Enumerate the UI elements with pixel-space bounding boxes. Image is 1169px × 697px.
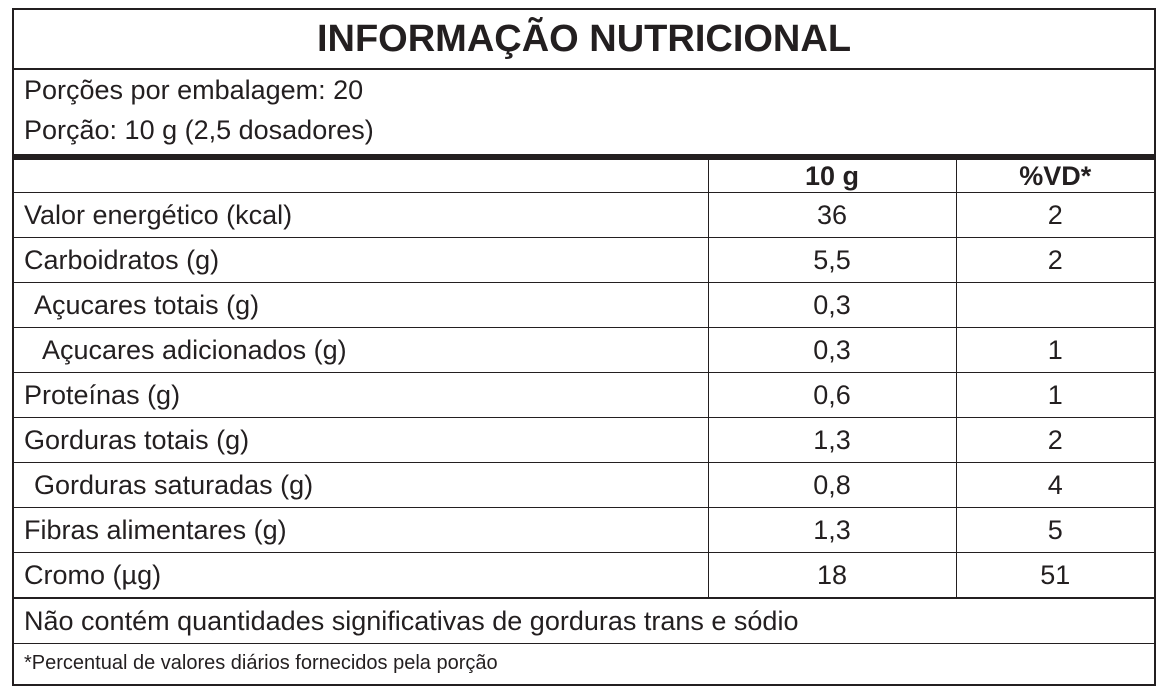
nutrient-amount: 36 [707, 192, 956, 238]
table-row: Valor energético (kcal) 36 2 [14, 192, 1154, 238]
serving-info: Porções por embalagem: 20 Porção: 10 g (… [14, 70, 1154, 150]
nutrient-amount: 0,3 [707, 327, 956, 373]
nutrient-dv: 2 [955, 417, 1154, 463]
table-row: Gorduras totais (g) 1,3 2 [14, 417, 1154, 463]
serving-size: Porção: 10 g (2,5 dosadores) [24, 115, 374, 145]
nutrient-amount: 0,3 [707, 282, 956, 328]
nutrient-name: Gorduras saturadas (g) [14, 462, 708, 508]
nutrient-amount: 18 [707, 552, 956, 597]
nutrient-name: Cromo (µg) [14, 552, 708, 597]
table-row: Açucares adicionados (g) 0,3 1 [14, 327, 1154, 373]
servings-per-package: Porções por embalagem: 20 [24, 75, 364, 105]
table-row: Açucares totais (g) 0,3 [14, 282, 1154, 328]
nutrient-name: Valor energético (kcal) [14, 192, 708, 238]
nutrient-amount: 5,5 [707, 237, 956, 283]
nutrient-dv: 2 [955, 237, 1154, 283]
nutrient-name: Carboidratos (g) [14, 237, 708, 283]
nutrient-name: Fibras alimentares (g) [14, 507, 708, 553]
nutrient-dv: 2 [955, 192, 1154, 238]
header-dv: %VD* [955, 160, 1154, 193]
nutrient-dv [955, 282, 1154, 328]
table-row: Proteínas (g) 0,6 1 [14, 372, 1154, 418]
panel-title: INFORMAÇÃO NUTRICIONAL [14, 10, 1154, 70]
nutrient-name: Açucares adicionados (g) [14, 327, 708, 373]
header-amount: 10 g [707, 160, 956, 193]
thick-divider [14, 154, 1154, 160]
nutrient-amount: 0,6 [707, 372, 956, 418]
footnote-main: Não contém quantidades significativas de… [14, 597, 1154, 643]
nutrient-dv: 5 [955, 507, 1154, 553]
nutrient-dv: 1 [955, 327, 1154, 373]
nutrient-name: Gorduras totais (g) [14, 417, 708, 463]
nutrient-table: 10 g %VD* Valor energético (kcal) 36 2 C… [14, 160, 1154, 597]
table-row: Cromo (µg) 18 51 [14, 552, 1154, 597]
nutrient-dv: 51 [955, 552, 1154, 597]
nutrition-facts-panel: INFORMAÇÃO NUTRICIONAL Porções por embal… [12, 8, 1156, 686]
nutrient-amount: 1,3 [707, 417, 956, 463]
nutrient-name: Açucares totais (g) [14, 282, 708, 328]
table-row: Fibras alimentares (g) 1,3 5 [14, 507, 1154, 553]
nutrient-dv: 4 [955, 462, 1154, 508]
nutrient-amount: 0,8 [707, 462, 956, 508]
nutrient-name: Proteínas (g) [14, 372, 708, 418]
table-header-row: 10 g %VD* [14, 160, 1154, 193]
table-row: Carboidratos (g) 5,5 2 [14, 237, 1154, 283]
footnote-dv: *Percentual de valores diários fornecido… [14, 643, 1154, 683]
nutrient-amount: 1,3 [707, 507, 956, 553]
header-blank [14, 160, 708, 193]
nutrient-dv: 1 [955, 372, 1154, 418]
table-row: Gorduras saturadas (g) 0,8 4 [14, 462, 1154, 508]
